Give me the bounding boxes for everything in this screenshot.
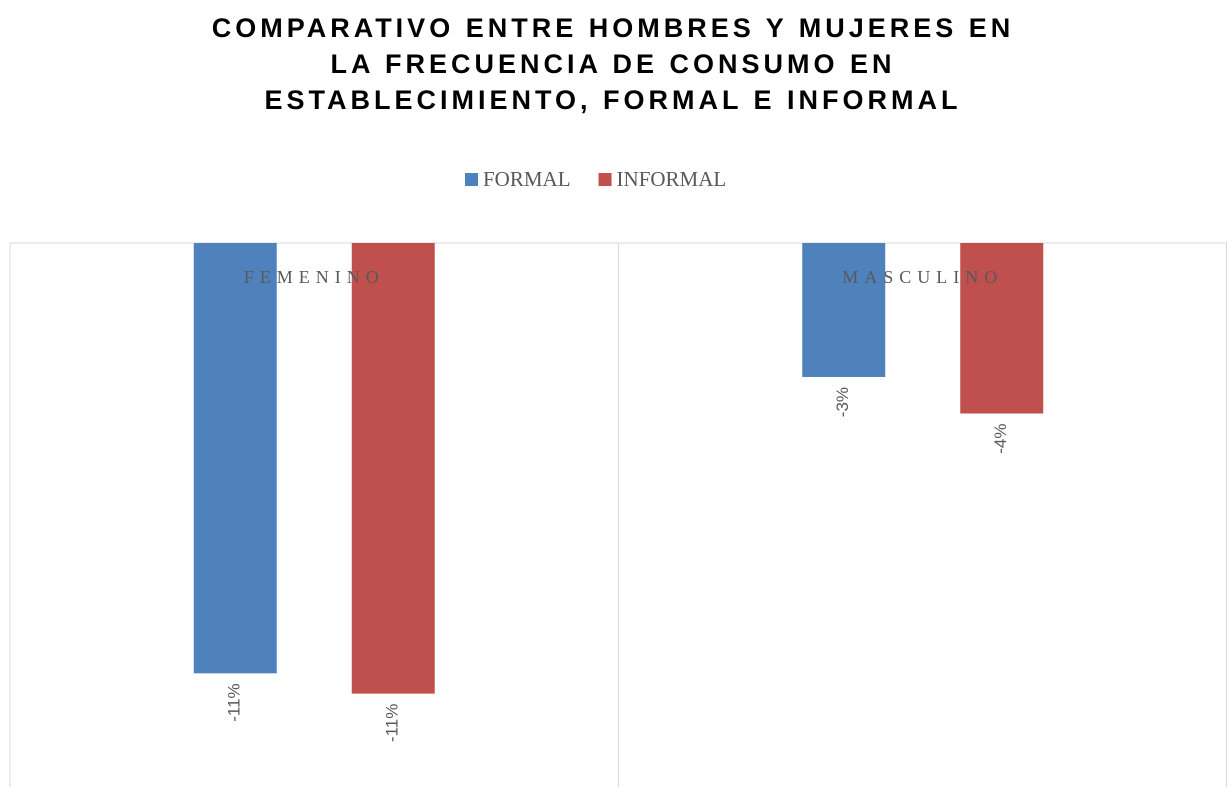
chart-title: ESTABLECIMIENTO, FORMAL E INFORMAL — [265, 85, 962, 115]
legend-label: INFORMAL — [617, 167, 727, 191]
bar — [193, 243, 277, 674]
category-label: FEMENINO — [244, 267, 385, 287]
data-label: -11% — [225, 683, 244, 721]
chart-title: COMPARATIVO ENTRE HOMBRES Y MUJERES EN — [212, 13, 1015, 43]
legend-swatch — [465, 173, 478, 186]
chart-title: LA FRECUENCIA DE CONSUMO EN — [330, 49, 895, 79]
data-label: -3% — [833, 387, 852, 417]
data-label: -11% — [383, 704, 402, 742]
legend-label: FORMAL — [483, 167, 571, 191]
legend-swatch — [598, 173, 612, 186]
bar — [802, 243, 886, 377]
data-label: -4% — [991, 424, 1010, 454]
bar — [351, 243, 435, 694]
bar — [960, 243, 1044, 414]
category-label: MASCULINO — [842, 267, 1003, 287]
